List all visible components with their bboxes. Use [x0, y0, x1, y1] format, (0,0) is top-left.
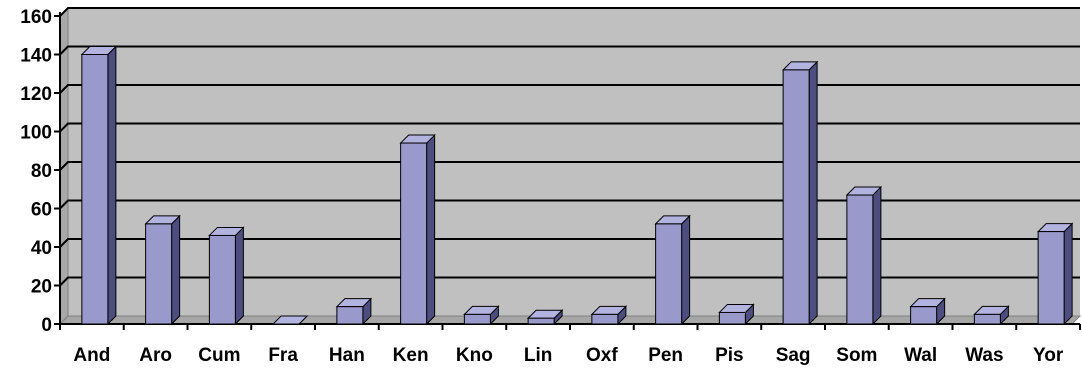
- bar-side: [171, 214, 181, 326]
- bar-side: [808, 60, 818, 326]
- bar-front: [782, 69, 810, 325]
- x-tick-label: And: [73, 345, 110, 366]
- bar-front: [527, 317, 555, 325]
- gridline: [59, 122, 1080, 133]
- bar-side: [107, 45, 117, 326]
- bars: [80, 45, 1074, 326]
- y-tick-label: 40: [31, 238, 52, 259]
- y-tick-label: 120: [20, 84, 52, 105]
- x-tick-label: Oxf: [586, 345, 618, 366]
- bar-oxf: [590, 305, 628, 326]
- bar-pis: [718, 303, 755, 326]
- bar-side: [681, 214, 691, 326]
- x-tick-label: Ken: [393, 345, 429, 366]
- bar-front: [846, 194, 874, 325]
- bar-lin: [526, 309, 564, 326]
- bar-top: [271, 315, 309, 325]
- bar-front: [591, 313, 619, 325]
- bar-yor: [1036, 222, 1074, 326]
- bar-kno: [463, 305, 500, 326]
- x-tick-label: Aro: [139, 345, 172, 366]
- gridline: [59, 84, 1080, 94]
- bar-front: [336, 306, 364, 325]
- y-tick-label: 100: [20, 123, 52, 144]
- bar-was: [973, 305, 1010, 326]
- y-tick-label: 160: [20, 7, 52, 28]
- y-tick-label: 20: [31, 277, 52, 298]
- x-tick-label: Was: [965, 345, 1003, 366]
- bar-and: [80, 45, 118, 326]
- x-tick-label: Sag: [776, 345, 811, 366]
- bar-ken: [399, 133, 436, 326]
- y-tick-label: 60: [31, 200, 52, 221]
- bar-wal: [909, 297, 946, 326]
- x-tick-label: Fra: [268, 345, 298, 366]
- gridlines: [59, 7, 1080, 287]
- gridline: [59, 45, 1080, 56]
- y-tick-labels: 0 20 40 60 80 100 120 140 160: [20, 7, 52, 336]
- bar-front: [1037, 231, 1065, 325]
- gridline: [59, 238, 1080, 248]
- x-tick-label: Wal: [904, 345, 937, 366]
- bar-side: [1063, 222, 1073, 326]
- bar-aro: [144, 214, 181, 326]
- x-tick-label: Som: [836, 345, 877, 366]
- y-tick-label: 80: [31, 161, 52, 182]
- bar-han: [335, 297, 373, 326]
- x-tick-label: Pis: [715, 345, 744, 366]
- gridline: [59, 161, 1080, 171]
- bar-front: [81, 54, 109, 325]
- bar-side: [426, 133, 436, 326]
- x-tick-label: Kno: [456, 345, 493, 366]
- x-tick-label: Yor: [1033, 345, 1064, 366]
- bar-front: [400, 142, 428, 325]
- bar-som: [845, 185, 883, 326]
- x-tick-label: Han: [329, 345, 365, 366]
- bar-pen: [654, 214, 691, 326]
- bar-front: [655, 223, 683, 325]
- x-tick-label: Cum: [198, 345, 240, 366]
- x-tick-label: Lin: [524, 345, 553, 366]
- bar-front: [973, 313, 1001, 325]
- x-tick-labels: And Aro Cum Fra Han Ken Kno Lin Oxf Pen Pis Sag Som W…: [73, 345, 1063, 366]
- bar-front: [910, 306, 938, 325]
- bar-cum: [208, 226, 245, 326]
- y-tick-label: 0: [41, 315, 52, 336]
- bar-sag: [781, 60, 819, 326]
- gridline: [59, 199, 1080, 210]
- bar-front: [718, 311, 746, 325]
- bar-front: [463, 313, 491, 325]
- bar-side: [872, 185, 882, 326]
- y-tick-label: 140: [20, 46, 52, 67]
- bar-front: [145, 223, 173, 325]
- x-tick-label: Pen: [648, 345, 683, 366]
- bar-side: [234, 226, 244, 326]
- bar-front: [208, 234, 236, 325]
- gridline: [59, 276, 1080, 287]
- bar-fra: [271, 315, 309, 325]
- gridline: [59, 7, 1080, 17]
